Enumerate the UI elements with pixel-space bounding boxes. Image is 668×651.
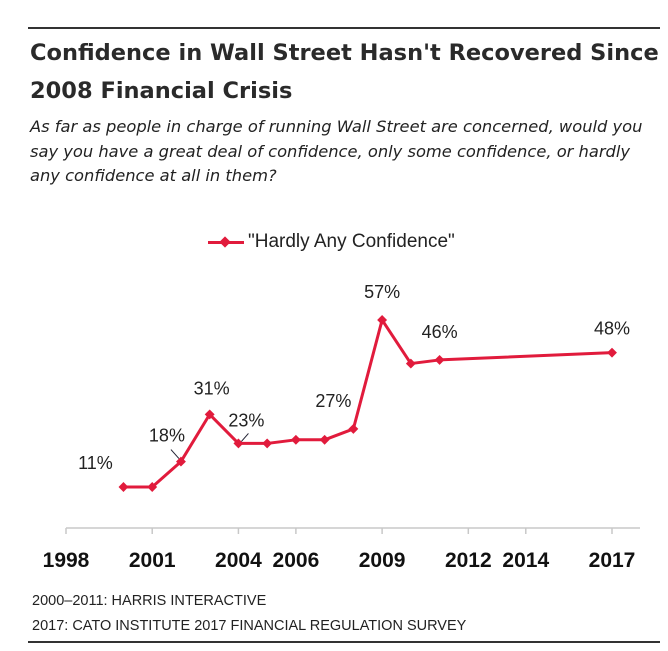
data-point: [118, 482, 129, 492]
data-point: [319, 434, 330, 445]
x-tick-label: 2009: [359, 549, 406, 572]
leader-line: [241, 433, 249, 442]
data-point: [434, 354, 445, 365]
data-label: 27%: [315, 391, 351, 411]
data-label: 23%: [228, 410, 264, 430]
leader-line: [170, 449, 180, 459]
data-label: 31%: [194, 378, 230, 398]
x-tick-label: 2004: [215, 549, 262, 572]
data-point: [147, 482, 158, 492]
x-tick-label: 2006: [273, 549, 320, 572]
source-line-2: 2017: CATO INSTITUTE 2017 FINANCIAL REGU…: [32, 618, 467, 634]
chart-subtitle: As far as people in charge of running Wa…: [30, 117, 643, 185]
data-label: 46%: [422, 322, 458, 342]
data-point: [405, 358, 416, 369]
data-label: 57%: [364, 282, 400, 302]
data-label: 18%: [149, 426, 185, 446]
data-point: [607, 347, 617, 358]
data-point: [233, 438, 244, 449]
data-point: [175, 456, 186, 467]
data-point: [204, 409, 215, 420]
legend: "Hardly Any Confidence": [208, 227, 455, 257]
data-point: [290, 434, 301, 445]
data-point: [377, 315, 388, 325]
data-point: [348, 423, 359, 434]
chart-title: Confidence in Wall Street Hasn't Recover…: [30, 40, 659, 104]
x-tick-label: 2014: [502, 549, 549, 572]
bottom-rule: [28, 641, 660, 643]
data-point: [262, 438, 273, 449]
x-tick-label: 2012: [445, 549, 492, 572]
legend-swatch: [208, 236, 244, 248]
data-label: 48%: [594, 319, 630, 339]
legend-label: "Hardly Any Confidence": [248, 231, 455, 252]
data-label: 11%: [78, 453, 113, 473]
x-tick-label: 2001: [129, 549, 176, 572]
top-rule: [28, 27, 660, 29]
source-line-1: 2000–2011: HARRIS INTERACTIVE: [32, 593, 267, 609]
x-tick-label: 1998: [43, 549, 90, 572]
series-line: [123, 318, 613, 489]
x-tick-label: 2017: [589, 549, 636, 572]
